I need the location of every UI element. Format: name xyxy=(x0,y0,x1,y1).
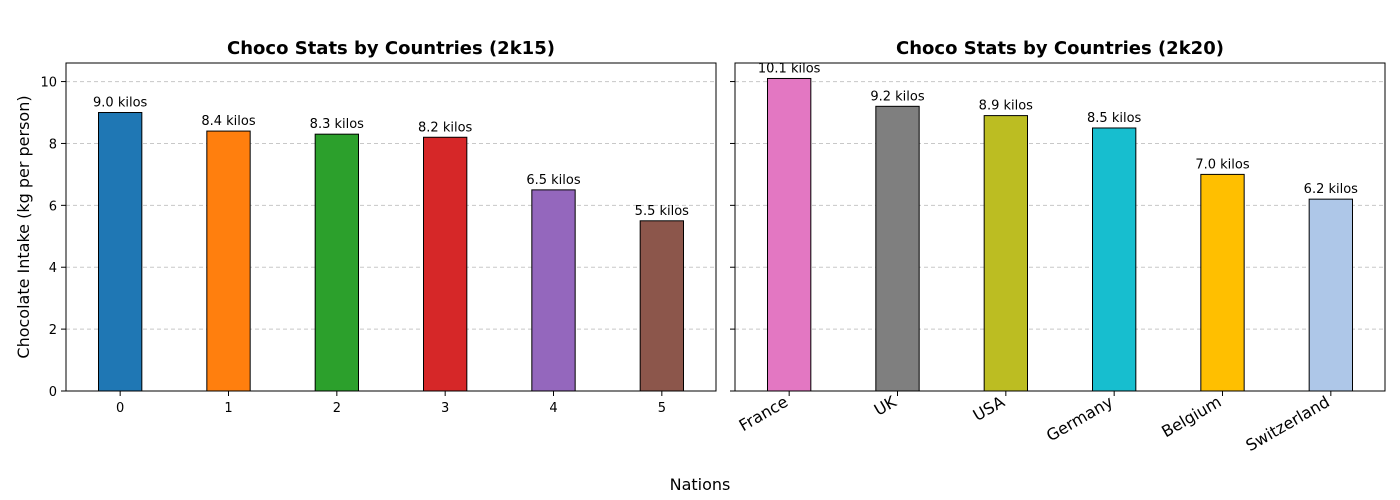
data-label: 8.2 kilos xyxy=(418,120,473,135)
x-tick-label: Germany xyxy=(1043,392,1116,445)
data-label: 6.2 kilos xyxy=(1304,182,1359,197)
data-label: 8.4 kilos xyxy=(201,114,256,129)
plot-frame xyxy=(734,62,1386,392)
y-tick-label: 0 xyxy=(49,385,57,400)
data-label: 9.0 kilos xyxy=(93,96,148,111)
bar xyxy=(767,77,812,392)
data-label: 8.3 kilos xyxy=(310,117,365,132)
x-tick-label: 1 xyxy=(224,401,232,416)
x-tick-label: Belgium xyxy=(1158,392,1224,441)
chart-2015: 9.0 kilos 8.4 kilos 8.3 kilos 8.2 kilos 6.5 … xyxy=(14,38,717,416)
chart-2020: 10.1 kilos 9.2 kilos 8.9 kilos 8.5 kilos 7.0… xyxy=(730,38,1386,455)
data-label: 7.0 kilos xyxy=(1195,157,1250,172)
bar xyxy=(639,220,685,392)
data-label: 9.2 kilos xyxy=(870,89,925,104)
y-tick-label: 6 xyxy=(49,199,57,214)
y-tick-label: 4 xyxy=(49,261,57,276)
x-tick-label: 3 xyxy=(441,401,449,416)
x-tick-label: 4 xyxy=(549,401,557,416)
bar xyxy=(314,133,359,392)
bar xyxy=(1092,127,1137,392)
y-axis-label: Chocolate Intake (kg per person) xyxy=(14,95,33,358)
bar xyxy=(875,105,920,392)
x-tick-label: 5 xyxy=(658,401,666,416)
data-label: 8.5 kilos xyxy=(1087,111,1142,126)
bar xyxy=(423,136,468,392)
x-tick-label: 2 xyxy=(333,401,341,416)
chart-title: Choco Stats by Countries (2k15) xyxy=(227,38,555,59)
x-tick-label: France xyxy=(736,392,792,435)
x-tick-label: USA xyxy=(970,392,1008,425)
y-tick-label: 8 xyxy=(49,137,57,152)
shared-x-axis-label: Nations xyxy=(670,475,731,494)
data-label: 10.1 kilos xyxy=(758,61,821,76)
chart-title: Choco Stats by Countries (2k20) xyxy=(896,38,1224,59)
y-tick-label: 10 xyxy=(40,76,57,91)
bar xyxy=(98,112,143,392)
bar xyxy=(983,115,1029,392)
bar xyxy=(206,130,251,392)
data-label: 6.5 kilos xyxy=(526,173,581,188)
x-tick-label: Switzerland xyxy=(1243,392,1333,455)
plot-frame xyxy=(65,62,717,392)
bar xyxy=(531,189,576,392)
bar xyxy=(1200,173,1245,392)
y-tick-label: 2 xyxy=(49,323,57,338)
data-label: 8.9 kilos xyxy=(979,99,1034,114)
data-label: 5.5 kilos xyxy=(635,204,690,219)
x-tick-label: UK xyxy=(871,392,900,420)
x-tick-label: 0 xyxy=(116,401,124,416)
bar xyxy=(1308,198,1353,392)
